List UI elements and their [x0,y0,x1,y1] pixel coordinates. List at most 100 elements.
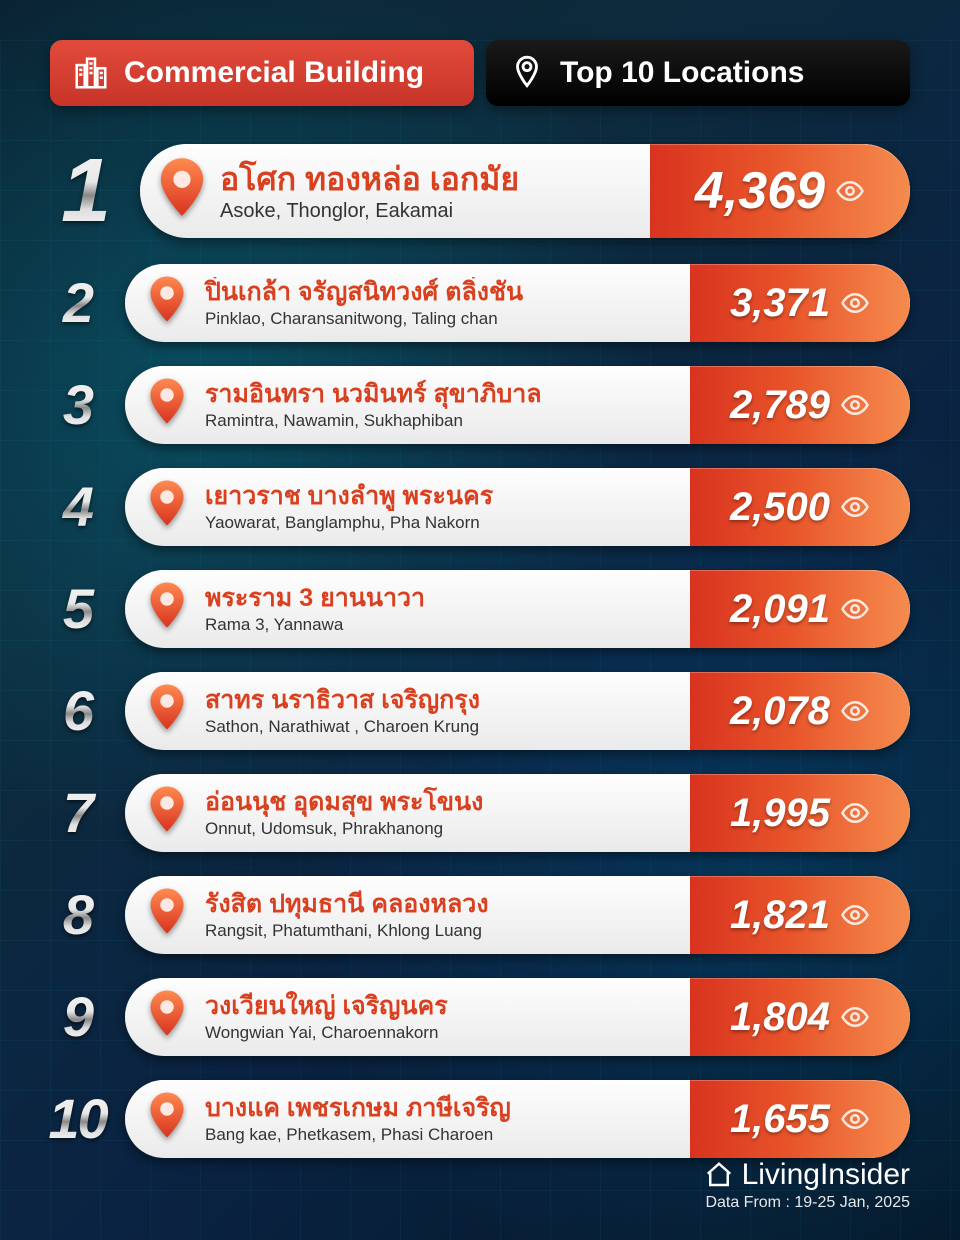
rank-number: 3 [30,377,125,433]
location-name-th: เยาวราช บางลำพู พระนคร [205,481,680,512]
location-pill: วงเวียนใหญ่ เจริญนคร Wongwian Yai, Charo… [125,978,910,1056]
location-name-th: อโศก ทองหล่อ เอกมัย [220,159,640,199]
eye-icon [840,288,870,318]
view-count-box: 1,655 [690,1080,910,1158]
view-count-box: 2,078 [690,672,910,750]
location-name-th: ปิ่นเกล้า จรัญสนิทวงศ์ ตลิ่งชัน [205,277,680,308]
view-count-box: 1,995 [690,774,910,852]
view-count: 1,655 [730,1097,830,1142]
rank-number: 8 [30,887,125,943]
location-name-en: Asoke, Thonglor, Eakamai [220,199,640,224]
location-pin-icon [149,276,185,322]
location-name-th: พระราม 3 ยานนาวา [205,583,680,614]
view-count: 2,078 [730,689,830,734]
map-pin-icon [508,54,546,92]
location-row: 1 อโศก ทองหล่อ เอกมัย Asoke, Thonglor, E… [30,136,910,246]
eye-icon [840,594,870,624]
location-pin-icon [149,990,185,1036]
location-name-en: Pinklao, Charansanitwong, Taling chan [205,308,680,329]
tab-label-right: Top 10 Locations [560,56,804,90]
location-row: 5 พระราม 3 ยานนาวา Rama 3, Yannawa 2,091 [30,564,910,654]
view-count: 2,789 [730,383,830,428]
location-row: 9 วงเวียนใหญ่ เจริญนคร Wongwian Yai, Cha… [30,972,910,1062]
location-name-th: อ่อนนุช อุดมสุข พระโขนง [205,787,680,818]
location-name-en: Rangsit, Phatumthani, Khlong Luang [205,920,680,941]
rank-number: 7 [30,785,125,841]
tab-commercial-building: Commercial Building [50,40,474,106]
location-name-en: Rama 3, Yannawa [205,614,680,635]
location-pill: รามอินทรา นวมินทร์ สุขาภิบาล Ramintra, N… [125,366,910,444]
location-pill: บางแค เพชรเกษม ภาษีเจริญ Bang kae, Phetk… [125,1080,910,1158]
location-pill: อ่อนนุช อุดมสุข พระโขนง Onnut, Udomsuk, … [125,774,910,852]
rank-number: 4 [30,479,125,535]
location-row: 7 อ่อนนุช อุดมสุข พระโขนง Onnut, Udomsuk… [30,768,910,858]
view-count: 2,091 [730,587,830,632]
location-pin-icon [159,158,205,216]
eye-icon [840,1002,870,1032]
location-name-en: Wongwian Yai, Charoennakorn [205,1022,680,1043]
buildings-icon [72,54,110,92]
location-row: 8 รังสิต ปทุมธานี คลองหลวง Rangsit, Phat… [30,870,910,960]
location-pin-icon [149,582,185,628]
eye-icon [840,798,870,828]
rank-number: 5 [30,581,125,637]
eye-icon [840,390,870,420]
location-pin-icon [149,1092,185,1138]
location-pin-icon [149,684,185,730]
view-count-box: 3,371 [690,264,910,342]
view-count-box: 1,804 [690,978,910,1056]
rank-number: 6 [30,683,125,739]
location-row: 3 รามอินทรา นวมินทร์ สุขาภิบาล Ramintra,… [30,360,910,450]
rank-number: 9 [30,989,125,1045]
location-row: 2 ปิ่นเกล้า จรัญสนิทวงศ์ ตลิ่งชัน Pinkla… [30,258,910,348]
eye-icon [840,900,870,930]
location-pin-icon [149,480,185,526]
rank-number: 1 [30,146,140,236]
eye-icon [840,1104,870,1134]
location-pill: ปิ่นเกล้า จรัญสนิทวงศ์ ตลิ่งชัน Pinklao,… [125,264,910,342]
location-row: 4 เยาวราช บางลำพู พระนคร Yaowarat, Bangl… [30,462,910,552]
brand-logo-icon [704,1160,734,1190]
eye-icon [835,176,865,206]
rank-number: 2 [30,275,125,331]
location-pill: พระราม 3 ยานนาวา Rama 3, Yannawa 2,091 [125,570,910,648]
view-count: 3,371 [730,281,830,326]
view-count: 1,804 [730,995,830,1040]
view-count-box: 1,821 [690,876,910,954]
rank-number: 10 [30,1091,125,1147]
location-pill: เยาวราช บางลำพู พระนคร Yaowarat, Banglam… [125,468,910,546]
view-count-box: 2,789 [690,366,910,444]
data-date-range: Data From : 19-25 Jan, 2025 [704,1194,910,1212]
location-name-en: Bang kae, Phetkasem, Phasi Charoen [205,1124,680,1145]
location-pin-icon [149,888,185,934]
location-name-en: Yaowarat, Banglamphu, Pha Nakorn [205,512,680,533]
view-count-box: 4,369 [650,144,910,238]
view-count: 1,995 [730,791,830,836]
location-name-th: รามอินทรา นวมินทร์ สุขาภิบาล [205,379,680,410]
view-count-box: 2,091 [690,570,910,648]
location-name-en: Sathon, Narathiwat , Charoen Krung [205,716,680,737]
eye-icon [840,696,870,726]
location-pin-icon [149,378,185,424]
location-name-th: รังสิต ปทุมธานี คลองหลวง [205,889,680,920]
eye-icon [840,492,870,522]
view-count-box: 2,500 [690,468,910,546]
location-pill: อโศก ทองหล่อ เอกมัย Asoke, Thonglor, Eak… [140,144,910,238]
view-count: 1,821 [730,893,830,938]
location-name-th: สาทร นราธิวาส เจริญกรุง [205,685,680,716]
brand: LivingInsider [704,1158,910,1192]
location-pill: สาทร นราธิวาส เจริญกรุง Sathon, Narathiw… [125,672,910,750]
location-row: 10 บางแค เพชรเกษม ภาษีเจริญ Bang kae, Ph… [30,1074,910,1164]
view-count: 4,369 [695,161,825,221]
location-name-th: วงเวียนใหญ่ เจริญนคร [205,991,680,1022]
location-pill: รังสิต ปทุมธานี คลองหลวง Rangsit, Phatum… [125,876,910,954]
location-pin-icon [149,786,185,832]
tab-top10-locations: Top 10 Locations [486,40,910,106]
brand-name: LivingInsider [742,1158,910,1192]
location-name-en: Ramintra, Nawamin, Sukhaphiban [205,410,680,431]
location-row: 6 สาทร นราธิวาส เจริญกรุง Sathon, Narath… [30,666,910,756]
view-count: 2,500 [730,485,830,530]
location-name-th: บางแค เพชรเกษม ภาษีเจริญ [205,1093,680,1124]
tab-label-left: Commercial Building [124,56,424,90]
location-name-en: Onnut, Udomsuk, Phrakhanong [205,818,680,839]
